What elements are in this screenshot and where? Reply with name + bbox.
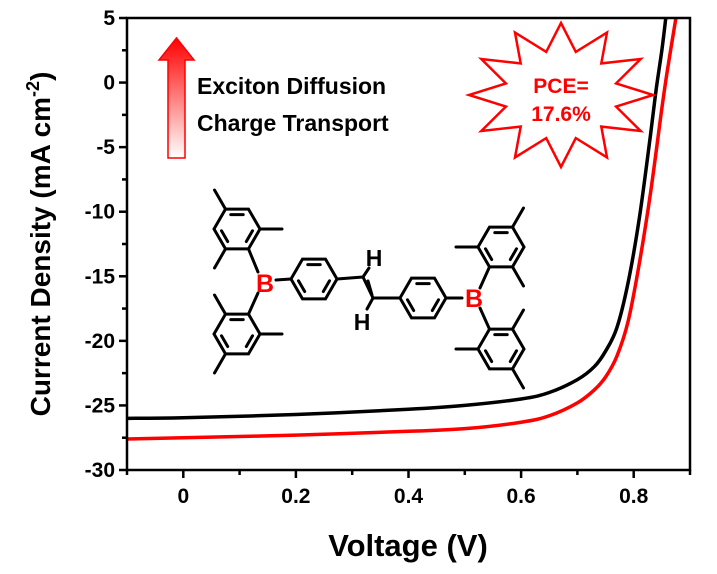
boron-atom-right: B (465, 285, 483, 313)
c-h-bond (361, 266, 371, 279)
double-bond (296, 279, 307, 294)
vinylene-double-bond (366, 279, 374, 297)
pce-label: PCE= (533, 75, 588, 98)
annotation-charge-transport: Charge Transport (197, 110, 389, 136)
y-tick-label: -20 (85, 330, 115, 353)
y-tick-label: -5 (96, 136, 115, 159)
hydrogen-atom-bottom: H (354, 309, 371, 335)
double-bond (244, 229, 255, 244)
double-bond (321, 279, 332, 294)
y-tick-label: -30 (85, 459, 115, 482)
boron-atom-left: B (256, 270, 274, 298)
methyl (213, 188, 227, 211)
double-bond (508, 247, 519, 262)
y-axis-label: Current Density (mA cm-2) (23, 72, 56, 417)
y-tick-label: 0 (103, 72, 115, 95)
y-tick-label: -10 (85, 201, 115, 224)
x-tick-label: 0.8 (619, 485, 649, 508)
double-bond (244, 334, 255, 349)
bond (478, 265, 491, 290)
double-bond (430, 298, 441, 313)
axis-ticks: 0 0.2 0.4 0.6 0.8 5 0 -5 -10 -15 -20 -25 -30 (85, 7, 692, 508)
x-tick-label: 0.2 (281, 485, 310, 508)
x-tick-label: 0.6 (506, 485, 535, 508)
series-layer (126, 0, 690, 441)
x-tick-label: 0.4 (394, 485, 424, 508)
methyl (213, 352, 227, 375)
bond (478, 306, 491, 331)
double-bond (219, 229, 230, 244)
y-tick-label: 5 (103, 7, 115, 30)
y-tick-label: -15 (85, 265, 116, 288)
methyl (511, 308, 525, 331)
vinyl-bond (335, 275, 365, 281)
double-bond (483, 247, 494, 262)
pce-value: 17.6% (531, 103, 591, 126)
series-line-0 (126, 17, 668, 421)
bond (247, 247, 260, 274)
double-bond (508, 349, 519, 364)
x-axis-label: Voltage (V) (328, 528, 488, 563)
double-bond (219, 334, 230, 349)
methyl (511, 206, 525, 229)
double-bond (483, 349, 494, 364)
x-tick-label: 0 (177, 485, 189, 508)
clip-mask (127, 0, 690, 17)
methyl (213, 293, 227, 316)
series-line-1 (126, 17, 678, 441)
bond (274, 277, 293, 282)
pce-starburst (464, 20, 658, 170)
methyl (511, 265, 525, 288)
hydrogen-atom-top: H (366, 245, 383, 271)
molecule-structure (212, 188, 526, 390)
methyl (511, 367, 525, 390)
annotation-exciton-diffusion: Exciton Diffusion (197, 73, 386, 99)
bond (247, 291, 260, 316)
up-arrow-icon (157, 36, 196, 159)
y-tick-label: -25 (85, 394, 116, 417)
double-bond (405, 298, 416, 313)
methyl (213, 247, 227, 270)
c-h-bond (365, 296, 375, 311)
